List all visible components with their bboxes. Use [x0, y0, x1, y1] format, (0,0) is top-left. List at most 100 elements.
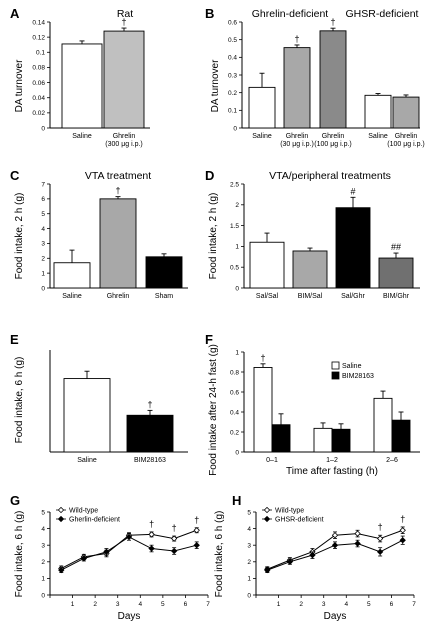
- category-label: BIM28163: [134, 457, 166, 464]
- panel-title: VTA/peripheral treatments: [269, 170, 391, 182]
- y-tick-label: 4: [41, 526, 45, 533]
- category-label: Saline: [368, 133, 388, 140]
- y-tick-label: 2: [247, 559, 251, 566]
- x-tick-label: 4: [344, 601, 348, 608]
- bar: [335, 207, 371, 289]
- category-label: (100 μg i.p.): [387, 141, 425, 148]
- filled-diamond-marker: [80, 555, 88, 562]
- category-label: 2–6: [386, 457, 398, 464]
- y-tick-label: 1: [235, 244, 239, 251]
- open-diamond-marker: [331, 532, 339, 539]
- x-tick-label: 6: [390, 601, 394, 608]
- x-tick-label: 2: [93, 601, 97, 608]
- panel-b: B00.10.20.30.40.50.6DA turnoverSaline†Gh…: [205, 6, 425, 148]
- y-axis-label: DA turnover: [14, 59, 25, 112]
- x-tick-label: 6: [184, 601, 188, 608]
- y-tick-label: 3: [41, 543, 45, 550]
- bar: [103, 30, 145, 129]
- significance-mark: †: [378, 522, 383, 532]
- open-diamond-marker: [354, 530, 361, 537]
- panel-e: E Food intake, 6 h (g) Saline † BIM28163: [10, 332, 188, 464]
- y-tick-label: 0: [233, 125, 237, 132]
- y-tick-label: 0.02: [32, 110, 45, 117]
- category-label: (300 μg i.p.): [105, 141, 143, 148]
- filled-diamond-marker: [57, 515, 65, 523]
- x-axis-label: Days: [324, 611, 347, 622]
- legend-label: BIM28163: [342, 373, 374, 380]
- significance-mark: †: [115, 186, 120, 196]
- y-axis-label: Food intake, 6 h (g): [14, 357, 25, 444]
- series-line: [61, 536, 197, 571]
- y-tick-label: 5: [247, 509, 251, 516]
- filled-diamond-marker: [399, 537, 406, 544]
- y-tick-label: 0.2: [230, 429, 239, 436]
- significance-mark: †: [400, 514, 405, 524]
- bar: [378, 257, 414, 289]
- bar: [331, 428, 351, 453]
- y-tick-label: 0.4: [228, 55, 237, 62]
- category-label: Sham: [155, 293, 173, 300]
- bar: [99, 198, 137, 289]
- x-tick-label: 7: [206, 601, 210, 608]
- y-tick-label: 7: [41, 181, 45, 188]
- y-tick-label: 2: [235, 202, 239, 209]
- panel-letter-c: C: [10, 168, 20, 183]
- y-tick-label: 0: [41, 592, 45, 599]
- y-tick-label: 0.8: [230, 369, 239, 376]
- open-diamond-marker: [399, 527, 406, 534]
- filled-diamond-marker: [354, 540, 361, 547]
- significance-mark: †: [121, 17, 126, 27]
- category-label: BIM/Sal: [298, 293, 323, 300]
- category-label: Ghrelin: [395, 133, 418, 140]
- y-tick-label: 0.6: [228, 19, 237, 26]
- category-label: 1–2: [326, 457, 338, 464]
- legend-swatch: [331, 371, 340, 380]
- y-tick-label: 6: [41, 196, 45, 203]
- panel-c: C 0 1 2 3 4 5 6 7 Food intake, 2 h (g) Saline † Ghre…: [10, 168, 188, 300]
- filled-diamond-marker: [148, 545, 155, 552]
- bar: [313, 427, 333, 453]
- category-label: BIM/Ghr: [383, 293, 410, 300]
- bar: [63, 378, 111, 453]
- legend-label: Saline: [342, 363, 362, 370]
- x-tick-label: 7: [412, 601, 416, 608]
- open-diamond-marker: [170, 535, 178, 542]
- y-tick-label: 0.04: [32, 95, 45, 102]
- category-label: Ghrelin: [286, 133, 309, 140]
- bar: [283, 47, 311, 129]
- panel-title: Rat: [117, 8, 133, 20]
- y-axis-label: Food intake, 2 h (g): [208, 193, 219, 280]
- filled-diamond-marker: [264, 566, 271, 574]
- y-tick-label: 0.6: [230, 389, 239, 396]
- y-tick-label: 2: [41, 559, 45, 566]
- panel-letter-h: H: [232, 493, 241, 508]
- bar: [248, 86, 276, 129]
- category-label: Ghrelin: [107, 293, 130, 300]
- x-tick-label: 3: [322, 601, 326, 608]
- y-tick-label: 0: [235, 285, 239, 292]
- x-tick-label: 2: [299, 601, 303, 608]
- y-tick-label: 0.14: [32, 19, 45, 26]
- significance-mark: †: [149, 519, 154, 529]
- y-tick-label: 0.2: [228, 90, 237, 97]
- y-axis-label: Food intake after 24-h fast (g): [208, 344, 219, 476]
- x-tick-label: 1: [277, 601, 281, 608]
- y-tick-label: 0.4: [230, 409, 239, 416]
- category-label: Ghrelin: [113, 133, 136, 140]
- y-tick-label: 0.1: [36, 50, 45, 57]
- y-axis-label: Food intake, 6 h (g): [214, 511, 225, 598]
- y-tick-label: 1: [41, 270, 45, 277]
- filled-diamond-marker: [309, 551, 316, 559]
- y-tick-label: 0.3: [228, 72, 237, 79]
- significance-mark: †: [147, 399, 152, 409]
- filled-diamond-marker: [263, 515, 271, 523]
- y-tick-label: 1: [41, 576, 45, 583]
- category-label: (30 μg i.p.): [280, 141, 314, 148]
- y-tick-label: 0.06: [32, 80, 45, 87]
- significance-mark: †: [330, 17, 335, 27]
- open-diamond-marker: [376, 535, 384, 542]
- significance-mark: †: [260, 353, 265, 363]
- panel-letter-b: B: [205, 6, 214, 21]
- x-tick-label: 5: [161, 601, 165, 608]
- filled-diamond-marker: [103, 548, 110, 556]
